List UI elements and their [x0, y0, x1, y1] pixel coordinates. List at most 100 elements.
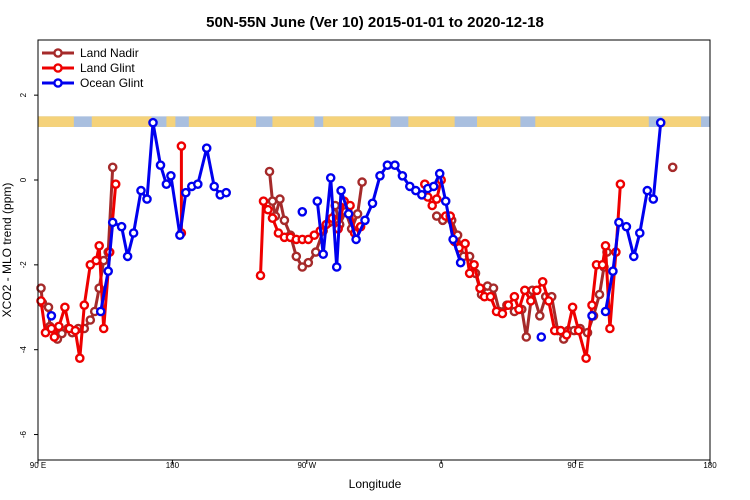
data-point [60, 302, 70, 313]
y-tick-label: -2 [19, 261, 28, 269]
data-point [520, 285, 530, 296]
data-point [303, 257, 314, 268]
data-point [608, 266, 618, 277]
x-tick-label: 90 E [30, 461, 46, 470]
data-point [455, 257, 466, 268]
plot-frame [37, 39, 711, 461]
data-point [255, 270, 266, 281]
x-axis-label: Longitude [349, 477, 402, 491]
data-point [573, 325, 584, 336]
data-point [521, 332, 532, 342]
data-point [310, 247, 321, 257]
data-point [635, 228, 645, 238]
data-point [509, 291, 520, 302]
series-ocean-glint [46, 117, 666, 342]
data-point [107, 162, 118, 173]
land-band-segment [662, 116, 702, 127]
data-point [448, 234, 458, 245]
data-point [428, 181, 439, 192]
data-point [110, 179, 121, 189]
data-point [309, 230, 320, 240]
data-point [43, 302, 54, 313]
data-point [107, 217, 118, 228]
legend-item: Land Glint [42, 61, 135, 75]
data-point [142, 194, 152, 204]
data-point [532, 285, 542, 296]
legend-label: Land Glint [80, 61, 135, 75]
data-point [416, 189, 427, 200]
land-band-segment [408, 116, 455, 127]
land-band-segment [91, 116, 152, 127]
data-point [273, 228, 284, 238]
data-point [537, 276, 548, 287]
data-point [605, 323, 615, 334]
data-point [148, 117, 158, 128]
data-point [367, 198, 378, 209]
data-point [180, 187, 191, 198]
data-point [258, 196, 269, 206]
data-point [46, 323, 57, 334]
data-point [514, 304, 524, 315]
data-point [166, 170, 176, 181]
data-point [434, 168, 445, 179]
data-point [116, 221, 127, 232]
data-point [382, 160, 393, 170]
data-point [161, 179, 172, 189]
land-band-segment [477, 116, 521, 127]
data-point [629, 251, 639, 262]
data-point [122, 251, 133, 262]
data-point [79, 300, 90, 311]
data-point [375, 170, 385, 181]
legend-swatch-marker [53, 48, 63, 58]
data-point [94, 240, 104, 251]
data-point [600, 306, 611, 317]
data-point [536, 332, 547, 342]
data-point [352, 209, 363, 219]
legend-swatch-marker [53, 63, 63, 73]
data-point [192, 179, 203, 189]
data-point [485, 291, 496, 302]
data-point [264, 166, 275, 177]
land-band-segment [272, 116, 315, 127]
y-tick-label: 0 [19, 177, 28, 182]
y-tick-label: -6 [19, 430, 28, 438]
x-axis: 90 E 180 90 W 0 90 E 180 [30, 460, 717, 470]
data-point [615, 179, 626, 189]
data-point [351, 234, 361, 245]
data-point [567, 302, 578, 313]
data-point [543, 296, 554, 306]
data-point [325, 173, 336, 183]
data-point [440, 196, 451, 206]
data-point [475, 283, 485, 294]
series-land-nadir [36, 162, 678, 344]
data-point [667, 162, 678, 173]
legend-label: Land Nadir [80, 46, 139, 60]
data-point [488, 283, 499, 294]
data-point [497, 308, 508, 319]
data-point [648, 194, 659, 204]
x-tick-label: 180 [703, 461, 717, 470]
data-point [297, 206, 308, 217]
data-point [655, 117, 666, 128]
data-point [54, 321, 64, 332]
data-point [587, 300, 597, 311]
data-point [431, 211, 442, 221]
data-point [279, 215, 290, 226]
data-point [535, 310, 545, 321]
data-point [581, 353, 591, 364]
data-point [91, 255, 101, 266]
x-tick-label: 90 E [567, 461, 583, 470]
data-point [128, 228, 139, 238]
data-point [267, 196, 278, 206]
x-tick-label: 90 W [297, 461, 316, 470]
legend-item: Ocean Glint [42, 76, 144, 90]
data-point [621, 221, 632, 232]
x-tick-label: 180 [166, 461, 180, 470]
data-point [221, 187, 231, 198]
series-line [99, 121, 227, 312]
data-point [343, 209, 354, 219]
data-point [427, 200, 438, 211]
y-tick-label: -4 [19, 346, 28, 354]
data-point [103, 266, 113, 277]
